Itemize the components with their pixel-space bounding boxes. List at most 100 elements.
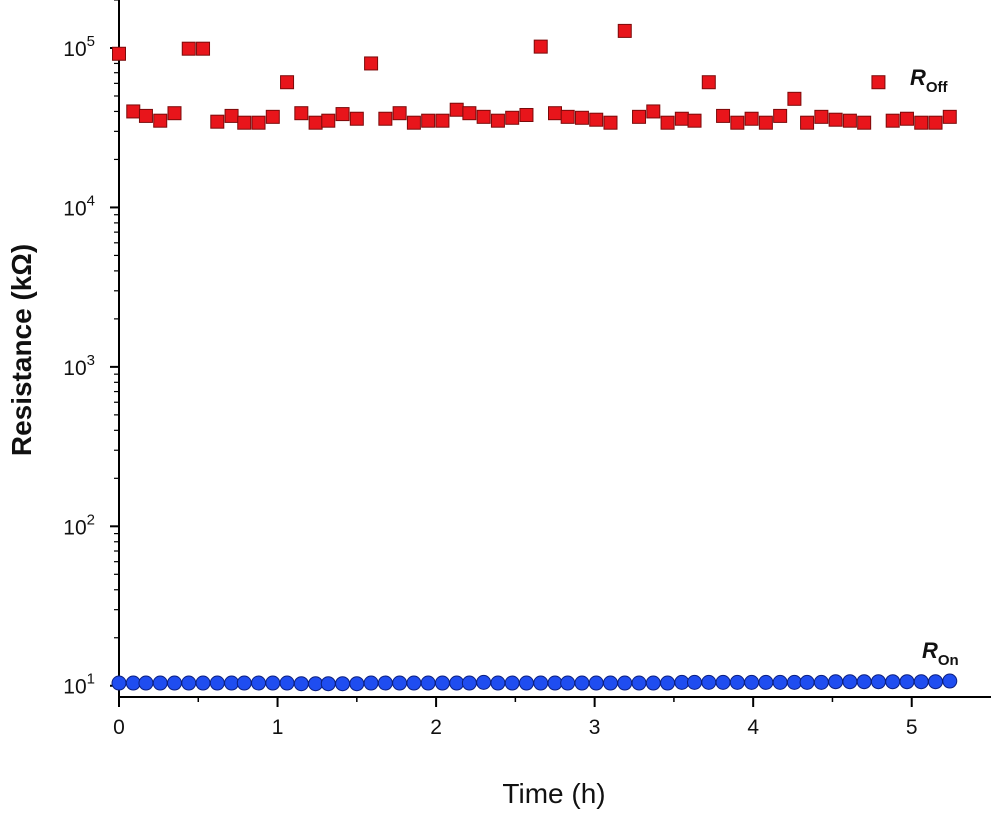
r-on-point: [885, 674, 901, 690]
r-off-point: [857, 115, 872, 130]
r-off-point: [533, 39, 548, 54]
r-on-point: [786, 674, 802, 690]
r-on-point: [279, 675, 295, 691]
r-off-point: [251, 115, 266, 130]
r-off-point: [237, 115, 252, 130]
r-off-point: [210, 114, 225, 129]
y-tick-label-exponent: 1: [87, 671, 95, 688]
r-off-point: [505, 110, 520, 125]
y-tick-label-base: 10: [63, 676, 86, 699]
x-axis-title: Time (h): [502, 778, 605, 809]
r-on-point: [224, 675, 240, 691]
r-off-point: [153, 113, 168, 128]
r-off-point: [321, 113, 336, 128]
r-off-point: [842, 113, 857, 128]
r-on-point: [461, 675, 477, 691]
r-off-point: [800, 115, 815, 130]
r-on-point: [406, 675, 422, 691]
y-tick-label-exponent: 2: [87, 511, 95, 528]
r-off-point: [574, 110, 589, 125]
x-tick-label: 1: [272, 716, 284, 739]
y-tick-label: 102: [63, 511, 95, 539]
r-on-series: [111, 673, 958, 692]
r-on-point: [518, 675, 534, 691]
y-tick-label: 104: [63, 192, 95, 220]
axes: [118, 0, 991, 698]
r-on-point: [490, 675, 506, 691]
r-on-point: [195, 675, 211, 691]
r-on-point: [687, 674, 703, 690]
r-on-point: [320, 676, 336, 692]
r-off-point: [758, 115, 773, 130]
r-on-point: [758, 674, 774, 690]
y-tick-label-base: 10: [63, 197, 86, 220]
r-off-point: [773, 108, 788, 123]
r-on-point: [856, 674, 872, 690]
r-off-point: [435, 113, 450, 128]
r-off-point: [787, 91, 802, 106]
r-off-point: [687, 113, 702, 128]
r-on-point: [828, 674, 844, 690]
r-on-point: [547, 675, 563, 691]
x-tick-label: 4: [747, 716, 759, 739]
r-off-point: [716, 108, 731, 123]
r-off-point: [560, 109, 575, 124]
series-label-r-on: ROn: [922, 638, 959, 669]
r-off-point: [280, 75, 295, 90]
r-off-point: [885, 113, 900, 128]
r-off-point: [265, 109, 280, 124]
y-tick-label: 101: [63, 671, 95, 699]
r-off-point: [632, 109, 647, 124]
r-off-point: [646, 104, 661, 119]
r-on-point: [602, 675, 618, 691]
r-on-point: [420, 675, 436, 691]
x-tick-label: 0: [113, 716, 125, 739]
r-off-point: [617, 23, 632, 38]
r-off-point: [392, 106, 407, 121]
r-on-point: [631, 675, 647, 691]
r-off-point: [519, 107, 534, 122]
r-on-point: [928, 674, 944, 690]
r-on-point: [293, 676, 309, 692]
r-on-point: [729, 674, 745, 690]
series-label-r-off-sub: Off: [926, 79, 949, 96]
series-label-r-on-main: R: [922, 638, 938, 663]
r-on-point: [236, 675, 252, 691]
r-on-point: [942, 673, 958, 689]
r-off-point: [899, 111, 914, 126]
r-on-point: [434, 675, 450, 691]
r-off-point: [406, 115, 421, 130]
r-off-point: [828, 112, 843, 127]
r-off-point: [490, 113, 505, 128]
series-label-r-on-sub: On: [938, 652, 959, 669]
r-off-point: [914, 115, 929, 130]
r-on-point: [166, 675, 182, 691]
r-off-point: [196, 41, 211, 56]
r-off-point: [421, 113, 436, 128]
r-off-point: [744, 111, 759, 126]
r-on-point: [308, 676, 324, 692]
r-off-point: [364, 56, 379, 71]
r-on-point: [152, 675, 168, 691]
series-label-r-off: ROff: [910, 65, 949, 96]
r-on-point: [476, 674, 492, 690]
r-on-point: [701, 674, 717, 690]
r-on-point: [251, 675, 267, 691]
r-off-point: [730, 115, 745, 130]
r-off-point: [112, 46, 126, 61]
r-off-point: [660, 115, 675, 130]
r-on-point: [660, 675, 676, 691]
r-off-point: [126, 104, 141, 119]
r-off-point: [378, 111, 393, 126]
x-tick-label: 3: [589, 716, 601, 739]
y-tick-label: 103: [63, 352, 95, 380]
r-off-point: [928, 115, 943, 130]
r-off-point: [871, 75, 886, 90]
r-on-point: [913, 674, 929, 690]
r-off-point: [335, 107, 350, 122]
x-axis-ticks: 0 1 2 3 4 5: [113, 697, 918, 739]
r-off-point: [548, 106, 562, 121]
r-on-point: [533, 675, 549, 691]
